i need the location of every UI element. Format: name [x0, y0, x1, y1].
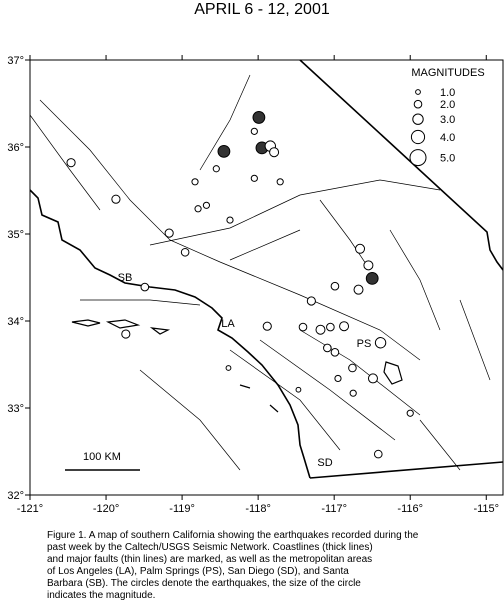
- island: [71, 319, 403, 413]
- legend-circle: [413, 99, 423, 109]
- earthquake: [226, 216, 234, 224]
- earthquake: [330, 348, 340, 357]
- earthquake: [191, 178, 199, 186]
- earthquake: [202, 201, 211, 209]
- earthquake: [212, 165, 220, 173]
- earthquake: [252, 111, 266, 124]
- legend-label: 1.0: [440, 87, 455, 99]
- earthquake: [363, 260, 374, 271]
- earthquake: [295, 386, 302, 393]
- legend-label: 2.0: [440, 99, 455, 111]
- earthquake: [367, 373, 378, 384]
- earthquake: [250, 127, 258, 135]
- x-tick-label: -117°: [321, 503, 347, 515]
- earthquake: [330, 281, 340, 291]
- x-tick-label: -116°: [397, 503, 423, 515]
- caption-line: Barbara (SB). The circles denote the ear…: [47, 578, 361, 589]
- earthquake: [225, 365, 232, 371]
- earthquake: [365, 271, 379, 285]
- earthquake: [326, 322, 335, 332]
- earthquake: [374, 337, 387, 349]
- x-tick-label: -120°: [93, 503, 119, 515]
- earthquake: [121, 329, 131, 339]
- earthquake: [339, 321, 350, 332]
- legend-label: 3.0: [440, 114, 455, 126]
- earthquake: [355, 243, 366, 254]
- geography: [29, 59, 504, 479]
- earthquake: [164, 228, 174, 238]
- caption-line: indicates the magnitude.: [47, 590, 155, 601]
- earthquake: [373, 449, 383, 459]
- earthquake: [298, 322, 308, 332]
- earthquake: [250, 174, 258, 182]
- caption-line: Figure 1. A map of southern California s…: [47, 530, 419, 541]
- x-tick-label: -119°: [169, 503, 195, 515]
- earthquake: [180, 247, 190, 257]
- earthquake: [353, 284, 364, 295]
- mexico-border: [309, 461, 504, 479]
- earthquake: [406, 409, 414, 417]
- y-tick-label: 35°: [7, 229, 24, 241]
- place-label: SB: [118, 272, 133, 284]
- earthquake: [349, 389, 357, 397]
- earthquake: [194, 205, 202, 213]
- legend-label: 5.0: [440, 153, 455, 165]
- caption-line: and major faults (thin lines) are marked…: [47, 554, 372, 565]
- place-label: PS: [357, 338, 372, 350]
- fault: [29, 74, 491, 471]
- x-tick-label: -118°: [245, 503, 271, 515]
- earthquake: [315, 324, 326, 335]
- y-tick-label: 37°: [7, 55, 24, 67]
- caption-line: of Los Angeles (LA), Palm Springs (PS), …: [47, 566, 349, 577]
- legend-circle: [410, 129, 426, 145]
- earthquake: [140, 282, 150, 292]
- state-border: [299, 59, 504, 271]
- earthquake: [348, 363, 357, 373]
- x-tick-label: -121°: [17, 503, 43, 515]
- earthquake: [217, 144, 231, 158]
- y-tick-label: 32°: [7, 490, 24, 502]
- map-frame: [29, 59, 504, 496]
- coastline: [29, 189, 311, 479]
- earthquake: [262, 321, 272, 331]
- legend-circle: [415, 89, 421, 95]
- x-tick-label: -115°: [473, 503, 499, 515]
- legend-label: 4.0: [440, 132, 455, 144]
- earthquake: [111, 194, 121, 204]
- scale-label: 100 KM: [83, 451, 121, 463]
- y-tick-label: 36°: [7, 142, 24, 154]
- y-tick-label: 34°: [7, 316, 24, 328]
- title: APRIL 6 - 12, 2001: [194, 1, 330, 18]
- legend-circle: [409, 149, 427, 167]
- earthquake: [323, 343, 332, 353]
- earthquake: [66, 158, 76, 168]
- place-label: SD: [317, 457, 332, 469]
- earthquake: [269, 147, 280, 158]
- earthquake: [306, 296, 316, 306]
- caption-line: past week by the Caltech/USGS Seismic Ne…: [47, 542, 373, 553]
- earthquake: [334, 374, 342, 383]
- y-tick-label: 33°: [7, 403, 24, 415]
- legend-title: MAGNITUDES: [411, 67, 484, 79]
- place-label: LA: [221, 318, 235, 330]
- legend-circle: [412, 113, 424, 125]
- earthquake: [276, 178, 284, 186]
